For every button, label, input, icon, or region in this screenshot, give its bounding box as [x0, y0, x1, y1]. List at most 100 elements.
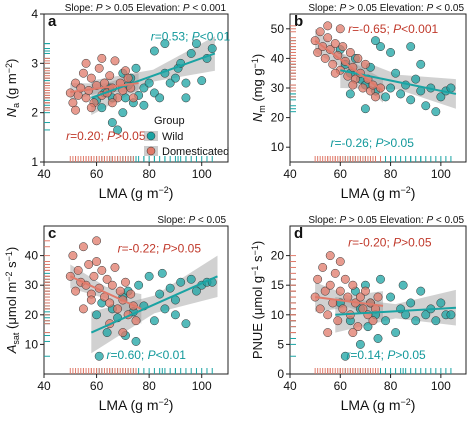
data-point-domesticated [340, 274, 350, 284]
x-axis-label: LMA (g m−2) [341, 397, 416, 413]
data-point-domesticated [97, 265, 107, 275]
data-point-domesticated [338, 304, 348, 314]
y-axis-label-run: N [4, 107, 19, 117]
data-point-domesticated [371, 92, 380, 102]
data-point-domesticated [102, 274, 112, 284]
data-point-wild [131, 336, 141, 346]
data-point-wild [436, 92, 446, 102]
fit-line-domesticated [69, 275, 142, 310]
header-stats-run: < 0.05 [433, 215, 464, 226]
data-point-domesticated [107, 280, 117, 290]
data-point-domesticated [121, 66, 130, 76]
data-point-domesticated [330, 268, 340, 278]
data-point-wild [149, 46, 159, 56]
y-axis-label-run: A [4, 345, 19, 355]
x-tick-label: 80 [142, 167, 156, 181]
x-axis-label-run: −2 [400, 397, 410, 407]
x-tick-label: 100 [431, 379, 451, 393]
header-stats-run: > 0.05 Elevation: [346, 3, 426, 14]
stat-annotation-domesticated: r=-0.22; P>0.05 [118, 242, 202, 256]
data-point-domesticated [330, 39, 340, 49]
data-point-wild [446, 310, 456, 320]
y-axis-label-run: a [11, 103, 21, 108]
y-tick-label: 0 [277, 367, 284, 381]
x-tick-label: 80 [384, 379, 398, 393]
x-axis-label: LMA (g m−2) [341, 185, 416, 201]
data-point-wild [416, 59, 426, 69]
header-stats-run: P [188, 215, 195, 226]
data-point-domesticated [318, 262, 328, 272]
data-point-domesticated [333, 316, 343, 326]
fit-line-wild [335, 306, 457, 316]
data-point-domesticated [123, 73, 133, 83]
stat-annotation-wild: r=0.53; P<0.01 [151, 30, 231, 44]
x-tick-label: 40 [283, 379, 297, 393]
data-point-domesticated [323, 328, 333, 338]
data-point-wild [416, 286, 426, 296]
header-stats-run: Slope: [308, 215, 339, 226]
data-point-domesticated [78, 242, 88, 252]
data-point-domesticated [115, 286, 125, 296]
data-point-wild [381, 316, 390, 326]
data-point-wild [421, 310, 431, 320]
x-tick-label: 60 [334, 167, 348, 181]
stat-annotation-wild-run: P [387, 348, 395, 362]
data-point-wild [165, 283, 175, 293]
stat-annotation-wild-run: P [376, 136, 384, 150]
y-axis-label: Asat (μmol m−2 s−1) [4, 247, 21, 355]
data-point-domesticated [338, 42, 348, 52]
panel-label: b [294, 13, 303, 30]
y-axis-label-run: −1 [250, 266, 260, 276]
data-point-wild [386, 48, 396, 57]
data-point-domesticated [348, 280, 358, 290]
data-point-domesticated [73, 90, 83, 100]
y-axis-label-run: ) [250, 241, 265, 245]
data-point-wild [391, 68, 401, 78]
data-point-domesticated [105, 298, 115, 308]
data-point-domesticated [78, 68, 88, 78]
data-point-domesticated [107, 98, 117, 108]
header-stats: Slope: P > 0.05 Elevation: P < 0.001 [65, 3, 227, 14]
y-tick-label: 10 [25, 337, 39, 351]
data-point-domesticated [86, 295, 96, 305]
y-axis-label-run: (mg g [250, 68, 265, 105]
data-point-domesticated [320, 53, 330, 63]
data-point-domesticated [92, 236, 102, 246]
stat-annotation-wild-run: P [148, 348, 156, 362]
header-stats-run: P [426, 215, 433, 226]
legend-entry-domesticated: Domesticated [162, 146, 229, 158]
x-axis-label-run: LMA (g m [341, 397, 401, 413]
legend-title: Group [154, 115, 185, 127]
data-point-domesticated [65, 88, 75, 98]
y-tick-label: 20 [25, 308, 39, 322]
panel-label: a [48, 13, 57, 30]
data-point-wild [181, 93, 191, 103]
y-axis-label: Nm (mg g−1) [250, 54, 267, 122]
data-point-domesticated [110, 262, 120, 272]
data-point-domesticated [325, 251, 335, 261]
data-point-wild [192, 286, 201, 296]
data-point-domesticated [100, 78, 109, 88]
data-point-domesticated [335, 24, 345, 34]
y-axis-label: Na (g m−2) [4, 59, 21, 118]
data-point-wild [386, 83, 396, 93]
data-point-wild [192, 39, 201, 49]
data-point-wild [97, 103, 107, 113]
data-point-domesticated [71, 286, 80, 296]
data-point-wild [139, 100, 149, 110]
data-point-domesticated [131, 316, 141, 326]
y-axis-label-run: −1 [4, 251, 14, 261]
y-axis-label-run: (g m [4, 73, 19, 103]
header-stats-run: Slope: [157, 215, 188, 226]
x-axis-label-run: ) [169, 185, 174, 201]
header-stats: Slope: P < 0.05 [157, 215, 226, 226]
data-point-domesticated [358, 83, 368, 93]
y-tick-label: 4 [31, 7, 38, 21]
panel-c: Slope: P < 0.05 c 40 60 80 100 10 20 30 40 LMA (g … [4, 215, 229, 413]
stat-annotation-wild-run: =0.53; [155, 30, 192, 44]
data-point-wild [360, 104, 370, 114]
stat-annotation-domesticated-run: P [163, 242, 171, 256]
data-point-domesticated [360, 286, 370, 296]
stat-annotation-wild-run: P [192, 30, 200, 44]
data-point-wild [436, 298, 446, 308]
